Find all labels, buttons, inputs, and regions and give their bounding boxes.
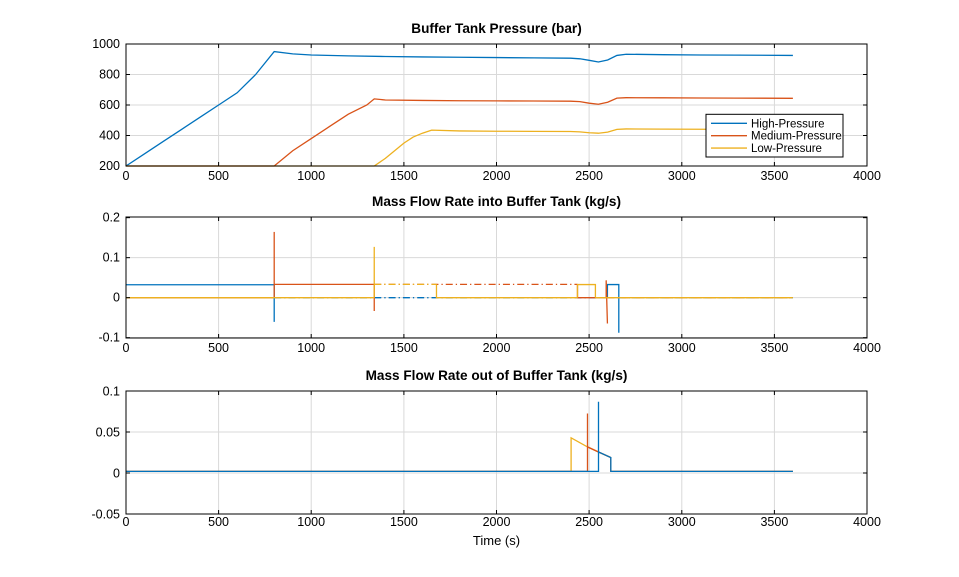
svg-text:3000: 3000 — [668, 169, 696, 183]
svg-text:3000: 3000 — [668, 341, 696, 355]
svg-text:1000: 1000 — [297, 341, 325, 355]
svg-text:0: 0 — [123, 341, 130, 355]
svg-text:200: 200 — [99, 159, 120, 173]
svg-text:-0.05: -0.05 — [92, 508, 121, 522]
svg-text:400: 400 — [99, 129, 120, 143]
svg-text:High-Pressure: High-Pressure — [751, 118, 825, 130]
svg-text:2500: 2500 — [575, 169, 603, 183]
svg-text:2500: 2500 — [575, 341, 603, 355]
svg-text:500: 500 — [208, 169, 229, 183]
svg-text:1500: 1500 — [390, 169, 418, 183]
svg-text:Mass Flow Rate out of Buffer T: Mass Flow Rate out of Buffer Tank (kg/s) — [366, 368, 628, 383]
svg-text:2000: 2000 — [483, 341, 511, 355]
svg-text:2000: 2000 — [483, 169, 511, 183]
svg-text:0.05: 0.05 — [96, 426, 120, 440]
svg-text:0.1: 0.1 — [103, 385, 120, 399]
svg-text:3500: 3500 — [760, 169, 788, 183]
svg-text:1000: 1000 — [297, 515, 325, 529]
svg-text:0: 0 — [113, 467, 120, 481]
svg-text:0.1: 0.1 — [103, 251, 120, 265]
svg-text:1500: 1500 — [390, 341, 418, 355]
svg-text:600: 600 — [99, 98, 120, 112]
svg-text:3500: 3500 — [760, 515, 788, 529]
svg-text:1500: 1500 — [390, 515, 418, 529]
svg-text:-0.1: -0.1 — [98, 331, 120, 345]
svg-text:1000: 1000 — [297, 169, 325, 183]
svg-text:500: 500 — [208, 515, 229, 529]
svg-text:Mass Flow Rate into Buffer Tan: Mass Flow Rate into Buffer Tank (kg/s) — [372, 194, 621, 209]
svg-text:2000: 2000 — [483, 515, 511, 529]
svg-text:2500: 2500 — [575, 515, 603, 529]
svg-text:4000: 4000 — [853, 169, 881, 183]
svg-text:Medium-Pressure: Medium-Pressure — [751, 131, 842, 143]
svg-text:Low-Pressure: Low-Pressure — [751, 143, 822, 155]
svg-text:Buffer Tank Pressure (bar): Buffer Tank Pressure (bar) — [411, 21, 581, 36]
svg-text:0: 0 — [113, 291, 120, 305]
svg-text:500: 500 — [208, 341, 229, 355]
svg-text:0: 0 — [123, 169, 130, 183]
svg-text:3000: 3000 — [668, 515, 696, 529]
svg-text:4000: 4000 — [853, 515, 881, 529]
svg-text:0.2: 0.2 — [103, 211, 120, 225]
svg-text:3500: 3500 — [760, 341, 788, 355]
svg-text:0: 0 — [123, 515, 130, 529]
svg-text:1000: 1000 — [92, 37, 120, 51]
svg-text:Time (s): Time (s) — [473, 533, 520, 548]
svg-text:4000: 4000 — [853, 341, 881, 355]
svg-text:800: 800 — [99, 68, 120, 82]
